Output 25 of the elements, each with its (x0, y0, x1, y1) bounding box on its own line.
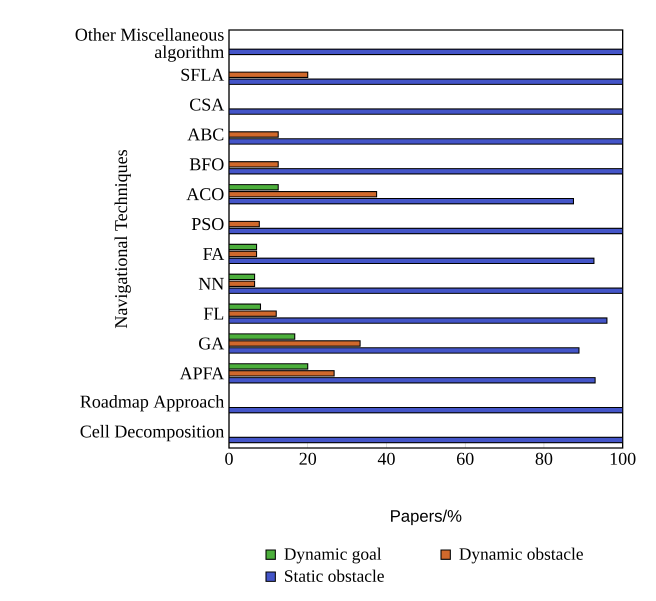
x-tick-label: 20 (300, 452, 316, 465)
y-tick-label: GA (199, 337, 224, 350)
y-tick-label: ACO (186, 188, 224, 200)
y-tick-label: CSA (190, 98, 224, 111)
x-tick-label: 80 (536, 452, 552, 465)
y-tick-label: SFLA (181, 68, 224, 81)
legend-label: Dynamic goal (284, 548, 382, 564)
x-tick-label: 60 (456, 452, 474, 465)
x-tick-label: 100 (610, 452, 636, 465)
legend-label: Static obstacle (285, 570, 384, 582)
y-tick-label: FA (203, 248, 224, 260)
y-axis-title: Navigational Techniques (114, 150, 131, 328)
x-tick-label: 40 (378, 452, 395, 465)
y-tick-label: FL (204, 308, 224, 320)
legend-label: Dynamic obstacle (459, 548, 583, 564)
y-tick-label: ABC (187, 128, 224, 141)
y-tick-label: PSO (192, 218, 224, 230)
y-tick-label: APFA (180, 367, 224, 380)
y-tick-label: Cell Decomposition (80, 424, 224, 442)
x-tick-label: 0 (225, 452, 233, 465)
y-tick-label: Roadmap Approach (80, 395, 224, 412)
y-tick-label: BFO (190, 158, 224, 170)
y-tick-label: Other Miscellaneous algorithm (76, 28, 224, 62)
x-axis-title: Papers/% (391, 510, 462, 526)
y-tick-label: NN (198, 278, 224, 290)
